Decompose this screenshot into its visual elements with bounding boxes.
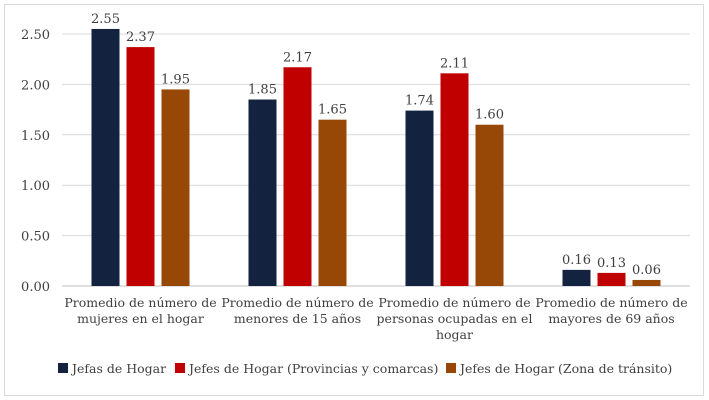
bar-0-0 [91,28,120,287]
data-label: 2.55 [91,12,120,27]
bar-2-0 [161,89,190,286]
bar-2-3 [632,279,661,286]
category-label: Promedio de número de [221,295,373,310]
data-label: 1.65 [318,103,347,118]
data-label: 1.60 [475,108,504,123]
category-label: personas ocupadas en el [377,311,533,326]
data-label: 2.17 [283,50,312,65]
bar-1-1 [283,67,312,286]
category-label: mujeres en el hogar [77,311,204,326]
bar-0-3 [562,269,591,286]
data-label: 2.11 [440,56,469,71]
category-label: hogar [436,327,473,342]
data-label: 2.37 [126,30,155,45]
chart-frame [4,4,704,396]
y-tick-label: 1.00 [21,179,50,194]
bar-1-3 [597,272,626,286]
data-label: 0.13 [597,256,626,271]
category-label: menores de 15 años [234,311,361,326]
y-tick-label: 0.00 [21,280,50,295]
data-label: 0.06 [632,263,661,278]
category-label: Promedio de número de [535,295,687,310]
bar-2-2 [475,124,504,286]
data-label: 1.95 [161,72,190,87]
legend-swatch [58,363,68,373]
data-label: 0.16 [562,253,591,268]
bar-1-0 [126,47,155,286]
legend-label: Jefes de Hogar (Provincias y comarcas) [187,361,438,376]
bar-1-2 [440,73,469,286]
data-label: 1.74 [405,94,434,109]
category-label: mayores de 69 años [548,311,674,326]
bar-0-2 [405,110,434,286]
y-tick-label: 2.50 [21,28,50,43]
y-tick-label: 1.50 [21,129,50,144]
bar-2-1 [318,119,347,287]
y-tick-label: 0.50 [21,230,50,245]
category-label: Promedio de número de [64,295,216,310]
legend-label: Jefas de Hogar [70,361,166,376]
data-label: 1.85 [248,83,277,98]
legend-swatch [175,363,185,373]
y-tick-label: 2.00 [21,78,50,93]
legend-label: Jefes de Hogar (Zona de tránsito) [458,361,672,376]
bar-0-1 [248,99,277,287]
category-label: Promedio de número de [378,295,530,310]
legend-swatch [446,363,456,373]
